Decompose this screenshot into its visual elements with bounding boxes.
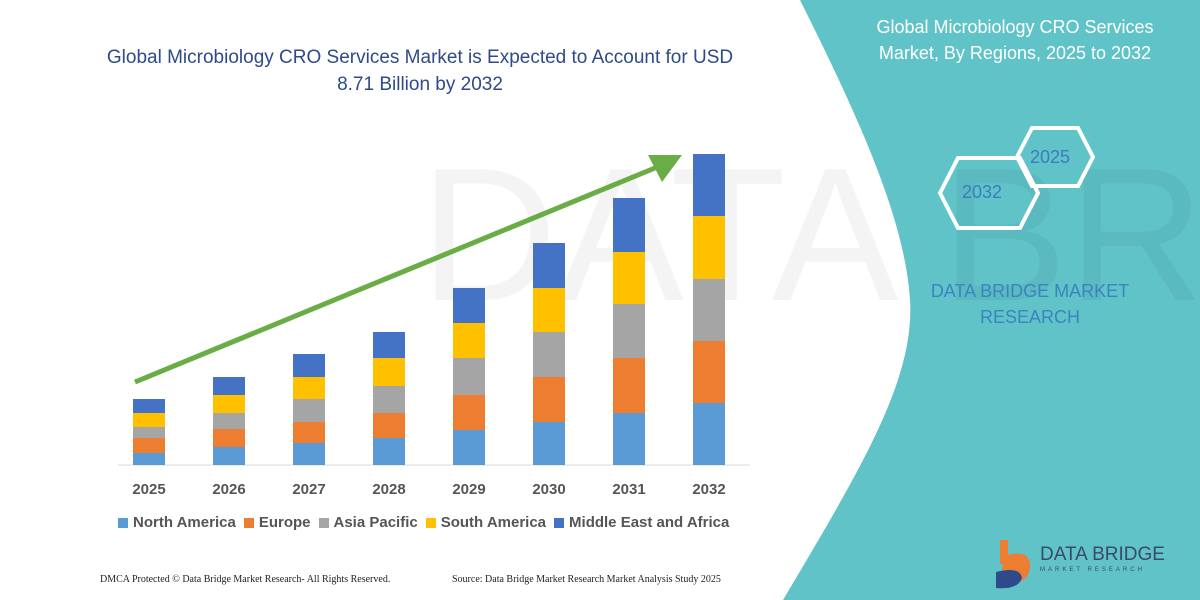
x-tick-label: 2027 [292,481,325,498]
x-tick-label: 2031 [612,481,645,498]
legend-item: Europe [243,514,311,531]
bar-2030-middle-east-and-africa [533,243,565,288]
bar-2029-middle-east-and-africa [453,288,485,323]
bar-2026-south-america [213,395,245,413]
legend-swatch [425,517,436,528]
bar-2025-europe [133,438,165,453]
bar-2032-europe [693,341,725,403]
footer-source: Source: Data Bridge Market Research Mark… [452,574,721,585]
bar-2027-south-america [293,377,325,399]
panel-title: Global Microbiology CRO Services Market,… [876,17,1154,63]
legend-item: South America [425,514,547,531]
x-tick-label: 2029 [452,481,485,498]
bar-2028-middle-east-and-africa [373,332,405,358]
bar-2032-asia-pacific [693,279,725,341]
legend-swatch [554,517,565,528]
bar-2031-middle-east-and-africa [613,198,645,252]
bar-2027-middle-east-and-africa [293,354,325,377]
bar-2029-south-america [453,323,485,358]
hex-label-2025: 2025 [1030,147,1071,167]
logo-icon [996,540,1030,589]
bar-2030-asia-pacific [533,332,565,377]
logo-name: DATA BRIDGE [1040,544,1165,565]
legend-label: Europe [258,514,311,531]
x-tick-label: 2032 [692,481,725,498]
bar-2026-north-america [213,447,245,465]
bar-2027-europe [293,422,325,443]
bar-2029-asia-pacific [453,358,485,395]
bar-2025-south-america [133,413,165,427]
trend-arrow [134,165,656,385]
bar-2030-north-america [533,422,565,465]
bar-2032-south-america [693,216,725,279]
bar-2026-asia-pacific [213,413,245,429]
bar-2028-europe [373,413,405,438]
hexagon-2025 [1014,126,1096,188]
legend-label: Asia Pacific [333,514,418,531]
bar-2025-north-america [133,453,165,465]
legend-label: Middle East and Africa [569,514,730,531]
legend-label: South America [440,514,547,531]
bar-2025-middle-east-and-africa [133,399,165,413]
legend-swatch [243,517,254,528]
bar-2030-europe [533,377,565,422]
bar-2027-asia-pacific [293,399,325,422]
x-tick-label: 2025 [132,481,165,498]
x-tick-label: 2026 [212,481,245,498]
trend-arrow-head [648,155,682,182]
legend-swatch [118,517,128,528]
brand-text: DATA BRIDGE MARKET RESEARCH [930,281,1130,327]
bar-2026-europe [213,429,245,447]
chart-title: Global Microbiology CRO Services Market … [106,47,734,95]
bar-2031-north-america [613,413,645,465]
x-tick-label: 2030 [532,481,565,498]
legend-item: Middle East and Africa [554,514,729,531]
legend-item: Asia Pacific [318,514,418,531]
x-tick-label: 2028 [372,481,405,498]
legend-label: North America [133,514,236,531]
bar-2032-north-america [693,403,725,465]
hexagon-2032 [937,156,1041,230]
bar-2025-asia-pacific [133,427,165,438]
legend: North America Europe Asia Pacific South Ame… [118,514,729,531]
legend-item: North America [118,514,236,531]
bar-2031-asia-pacific [613,304,645,358]
bar-2031-europe [613,358,645,413]
bar-2028-south-america [373,358,405,386]
footer-copyright: DMCA Protected © Data Bridge Market Rese… [100,574,391,585]
bar-2029-north-america [453,430,485,465]
bar-2030-south-america [533,288,565,332]
bar-2031-south-america [613,252,645,304]
logo-subtitle: MARKET RESEARCH [1040,567,1145,573]
bar-2029-europe [453,395,485,430]
bar-2032-middle-east-and-africa [693,154,725,216]
legend-swatch [318,517,329,528]
bar-2027-north-america [293,443,325,465]
bar-2028-asia-pacific [373,386,405,413]
bar-2028-north-america [373,438,405,465]
hex-label-2032: 2032 [962,182,1003,202]
bar-2026-middle-east-and-africa [213,377,245,395]
teal-panel [783,0,1200,600]
